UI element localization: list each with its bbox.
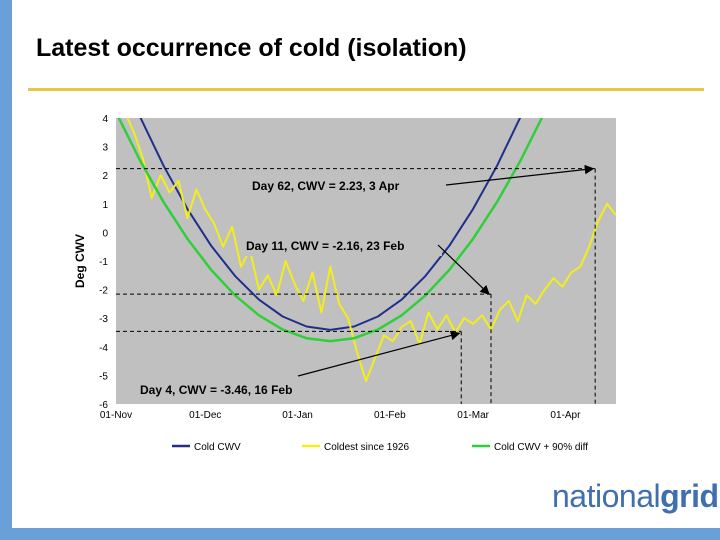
y-tick-label: -4	[99, 343, 108, 354]
national-grid-logo: nationalgrid	[552, 478, 719, 515]
plot-area	[116, 118, 616, 404]
annotation-label: Day 62, CWV = 2.23, 3 Apr	[252, 179, 400, 193]
y-tick-label: 4	[102, 114, 108, 125]
legend-label: Cold CWV + 90% diff	[494, 442, 588, 453]
y-tick-label: 2	[102, 171, 108, 182]
x-tick-label: 01-Feb	[374, 410, 406, 421]
left-accent-bar	[0, 0, 12, 540]
cwv-chart: 4 3 2 1 0 -1 -2 -3 -4 -5 -601-Nov 01-Dec 01-Jan 01-Fe…	[73, 114, 616, 453]
y-tick-label: -1	[99, 257, 108, 268]
y-tick-label: 0	[102, 228, 108, 239]
annotation-box	[250, 174, 450, 196]
logo-grid: grid	[660, 478, 719, 514]
x-tick-label: 01-Dec	[189, 410, 221, 421]
legend-label: Cold CWV	[194, 442, 241, 453]
series-line-2	[126, 118, 616, 383]
legend-label: Coldest since 1926	[324, 442, 409, 453]
annotation-arrow	[445, 164, 595, 186]
slide-title: Latest occurrence of cold (isolation)	[36, 34, 467, 62]
y-tick-label: -5	[99, 371, 108, 382]
y-tick-label: -2	[99, 286, 108, 297]
bottom-accent-bar	[0, 528, 720, 540]
y-tick-label: 3	[102, 143, 108, 154]
title-underline	[28, 88, 704, 91]
series-line-3	[117, 118, 544, 343]
annotation-box	[244, 234, 442, 256]
y-tick-label: -3	[99, 314, 108, 325]
annotation-label: Day 4, CWV = -3.46, 16 Feb	[140, 383, 292, 397]
x-tick-label: 01-Jan	[282, 410, 313, 421]
annotation-label: Day 11, CWV = -2.16, 23 Feb	[246, 239, 404, 253]
annotation-box	[138, 376, 330, 398]
y-tick-label: -6	[99, 400, 108, 411]
logo-national: national	[552, 478, 661, 514]
x-tick-label: 01-Apr	[550, 410, 581, 421]
series-line-1	[139, 118, 522, 331]
y-axis-label: Deg CWV	[73, 234, 87, 288]
annotation-arrow	[437, 244, 490, 296]
y-tick-label: 1	[102, 200, 108, 211]
annotation-arrow	[297, 330, 461, 377]
x-tick-label: 01-Mar	[457, 410, 489, 421]
series-group	[117, 118, 616, 383]
x-tick-label: 01-Nov	[100, 410, 132, 421]
